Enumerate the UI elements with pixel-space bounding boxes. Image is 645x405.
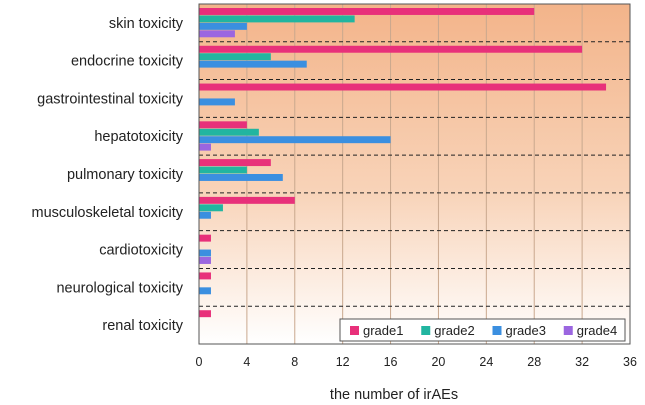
x-tick-label: 24 (479, 355, 493, 369)
category-label: renal toxicity (102, 318, 183, 334)
category-label: musculoskeletal toxicity (32, 205, 184, 221)
x-tick-label: 32 (575, 355, 589, 369)
legend: grade1 grade2 grade3 grade4 (339, 318, 626, 342)
category-label: hepatotoxicity (94, 129, 183, 145)
category-label: cardiotoxicity (99, 243, 184, 259)
bar-grade3 (199, 211, 211, 219)
bar-grade1 (199, 8, 535, 15)
plot-frame (198, 3, 631, 345)
legend-swatch-grade3 (492, 326, 502, 335)
category-labels: skin toxicity endocrine toxicity gastroint… (32, 16, 184, 334)
bar-grade1 (199, 121, 247, 129)
category-separators (199, 41, 630, 307)
legend-label-grade2: grade2 (434, 323, 474, 338)
bar-grade1 (199, 234, 211, 242)
bar-grade3 (199, 22, 247, 30)
legend-label-grade4: grade4 (577, 323, 617, 338)
legend-label-grade3: grade3 (506, 323, 546, 338)
category-label: pulmonary toxicity (67, 167, 184, 183)
x-axis-label: the number of irAEs (330, 387, 458, 403)
bar-grade2 (199, 128, 259, 136)
category-label: neurological toxicity (56, 280, 183, 296)
bar-grade1 (199, 310, 211, 318)
x-tick-labels: 0 4 8 12 16 20 24 28 32 36 (196, 355, 637, 369)
bar-grade2 (199, 15, 355, 23)
bar-grade2 (199, 204, 223, 212)
bar-grade4 (199, 30, 235, 38)
bar-grade1 (199, 159, 271, 167)
bar-grade3 (199, 136, 391, 144)
bar-grade3 (199, 98, 235, 106)
x-tick-label: 16 (384, 355, 398, 369)
legend-label-grade1: grade1 (363, 323, 403, 338)
legend-swatch-grade4 (563, 326, 573, 335)
bar-grade3 (199, 60, 307, 68)
legend-swatch-grade1 (350, 326, 359, 335)
legend-box (339, 318, 626, 342)
bar-grade1 (199, 83, 607, 91)
x-tick-label: 28 (527, 355, 541, 369)
category-label: endocrine toxicity (71, 54, 184, 70)
bar-grade2 (199, 53, 271, 61)
x-tick-label: 4 (243, 355, 250, 369)
x-tick-label: 0 (196, 355, 203, 369)
legend-swatch-grade2 (421, 326, 431, 335)
bar-grade1 (199, 45, 583, 53)
bar-grade4 (199, 257, 211, 264)
category-label: gastrointestinal toxicity (37, 91, 184, 107)
bar-grade3 (199, 287, 211, 295)
bar-grade2 (199, 166, 247, 174)
bar-grade3 (199, 174, 283, 181)
x-tick-label: 12 (336, 355, 350, 369)
bar-grade3 (199, 249, 211, 257)
bars (199, 8, 607, 318)
category-label: skin toxicity (109, 16, 184, 32)
bar-grade1 (199, 196, 295, 204)
bar-grade4 (199, 143, 211, 151)
x-tick-label: 8 (291, 355, 298, 369)
bar-grade1 (199, 272, 211, 280)
x-tick-label: 36 (623, 355, 637, 369)
x-tick-label: 20 (431, 355, 445, 369)
